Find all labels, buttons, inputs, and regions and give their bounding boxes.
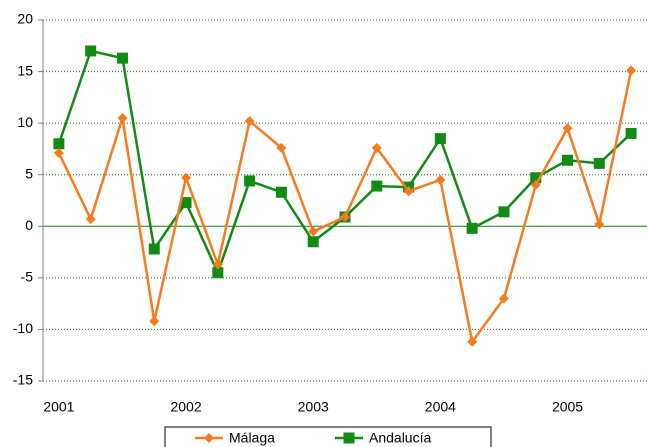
series-line [57,49,632,277]
marker [244,116,255,127]
marker [498,206,510,218]
y-tick-label: 15 [17,62,33,78]
marker [85,45,97,57]
y-tick-label: 20 [17,11,33,27]
marker [403,186,414,197]
marker [149,316,160,327]
marker [117,112,128,123]
marker [148,243,160,255]
marker [435,174,446,185]
marker [626,65,637,76]
legend: Málaga Andalucía [164,426,492,447]
marker [244,175,256,187]
marker [275,186,287,198]
marker [498,293,509,304]
marker [340,212,350,223]
marker [371,142,382,153]
marker [530,180,541,191]
marker [530,172,542,184]
y-tick-label: -5 [21,269,34,285]
marker [212,267,224,279]
x-tick-label: 2005 [552,399,583,415]
marker [371,180,383,192]
marker [467,336,478,347]
legend-box [164,426,492,447]
series-line [57,70,633,345]
x-tick-label: 2002 [170,399,201,415]
marker [434,133,446,145]
marker [562,154,574,166]
marker [307,236,319,248]
marker [308,226,319,237]
y-tick-label: -10 [13,320,33,336]
legend-label: Málaga [229,430,275,446]
legend-marker [343,432,355,444]
y-tick-label: 10 [17,114,33,130]
marker [180,197,192,209]
marker [53,138,65,150]
y-tick-label: 5 [25,165,33,181]
x-tick-label: 2004 [425,399,456,415]
marker [116,52,128,64]
marker [212,259,223,270]
marker [85,214,96,225]
marker [562,123,573,134]
y-tick-label: 0 [25,217,33,233]
plot-area [43,20,647,381]
legend-marker [204,433,214,443]
marker [594,219,605,230]
x-tick-label: 2001 [43,399,74,415]
marker [625,127,637,139]
y-tick-label: -15 [13,372,33,388]
x-tick-label: 2003 [298,399,329,415]
marker [593,157,605,169]
marker [466,222,478,234]
marker [181,172,192,183]
legend-label: Andalucía [369,430,431,446]
marker [276,142,287,153]
marker [53,148,64,159]
